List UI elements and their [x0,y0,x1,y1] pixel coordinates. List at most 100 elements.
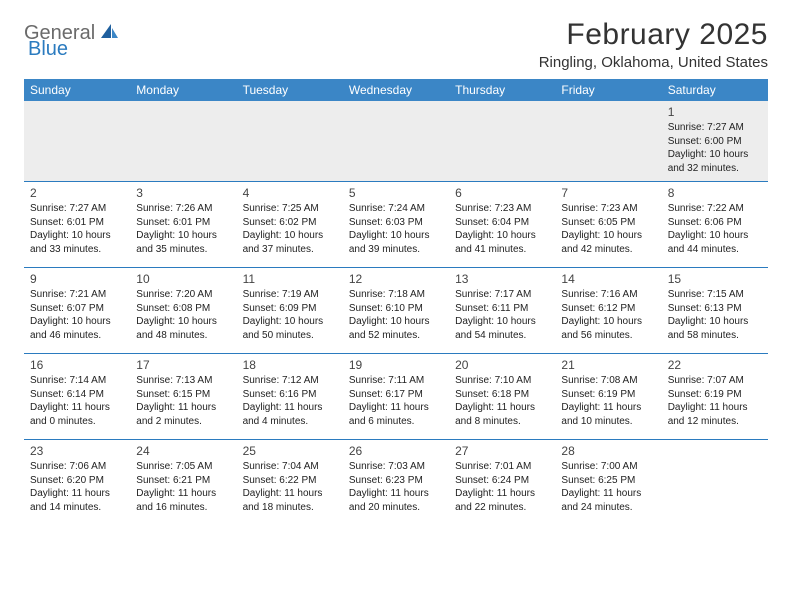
sunrise-text: Sunrise: 7:11 AM [349,374,443,388]
sunset-text: Sunset: 6:02 PM [243,216,337,230]
sunrise-text: Sunrise: 7:10 AM [455,374,549,388]
weekday-row: Sunday Monday Tuesday Wednesday Thursday… [24,79,768,101]
weekday-header: Friday [555,79,661,101]
daylight-text: Daylight: 10 hours and 41 minutes. [455,229,549,256]
sunrise-text: Sunrise: 7:27 AM [30,202,124,216]
day-cell [237,101,343,182]
daylight-text: Daylight: 10 hours and 54 minutes. [455,315,549,342]
sunset-text: Sunset: 6:01 PM [30,216,124,230]
sunset-text: Sunset: 6:23 PM [349,474,443,488]
daylight-text: Daylight: 10 hours and 52 minutes. [349,315,443,342]
sunset-text: Sunset: 6:18 PM [455,388,549,402]
sunset-text: Sunset: 6:00 PM [668,135,762,149]
sunset-text: Sunset: 6:12 PM [561,302,655,316]
calendar-table: Sunday Monday Tuesday Wednesday Thursday… [24,79,768,526]
day-cell [449,101,555,182]
sunset-text: Sunset: 6:08 PM [136,302,230,316]
weekday-header: Tuesday [237,79,343,101]
daylight-text: Daylight: 11 hours and 24 minutes. [561,487,655,514]
daylight-text: Daylight: 11 hours and 20 minutes. [349,487,443,514]
day-cell [24,101,130,182]
sunrise-text: Sunrise: 7:27 AM [668,121,762,135]
sunrise-text: Sunrise: 7:20 AM [136,288,230,302]
brand-part2-wrap: Blue [28,38,68,61]
sunrise-text: Sunrise: 7:23 AM [455,202,549,216]
day-cell: 8Sunrise: 7:22 AMSunset: 6:06 PMDaylight… [662,182,768,268]
day-cell: 12Sunrise: 7:18 AMSunset: 6:10 PMDayligh… [343,268,449,354]
day-number: 8 [668,185,762,201]
day-number: 25 [243,443,337,459]
sunset-text: Sunset: 6:25 PM [561,474,655,488]
day-cell [555,101,661,182]
sunrise-text: Sunrise: 7:25 AM [243,202,337,216]
sunrise-text: Sunrise: 7:12 AM [243,374,337,388]
weekday-header: Monday [130,79,236,101]
brand-part2: Blue [28,38,68,60]
daylight-text: Daylight: 10 hours and 58 minutes. [668,315,762,342]
day-cell: 1Sunrise: 7:27 AMSunset: 6:00 PMDaylight… [662,101,768,182]
sunset-text: Sunset: 6:13 PM [668,302,762,316]
sunset-text: Sunset: 6:14 PM [30,388,124,402]
daylight-text: Daylight: 11 hours and 14 minutes. [30,487,124,514]
sunset-text: Sunset: 6:17 PM [349,388,443,402]
sunrise-text: Sunrise: 7:17 AM [455,288,549,302]
calendar-head: Sunday Monday Tuesday Wednesday Thursday… [24,79,768,101]
sunrise-text: Sunrise: 7:24 AM [349,202,443,216]
day-number: 5 [349,185,443,201]
daylight-text: Daylight: 11 hours and 22 minutes. [455,487,549,514]
title-block: February 2025 Ringling, Oklahoma, United… [539,18,768,71]
day-number: 23 [30,443,124,459]
day-cell: 11Sunrise: 7:19 AMSunset: 6:09 PMDayligh… [237,268,343,354]
day-number: 3 [136,185,230,201]
weekday-header: Saturday [662,79,768,101]
daylight-text: Daylight: 11 hours and 12 minutes. [668,401,762,428]
daylight-text: Daylight: 11 hours and 0 minutes. [30,401,124,428]
day-cell: 26Sunrise: 7:03 AMSunset: 6:23 PMDayligh… [343,440,449,526]
daylight-text: Daylight: 11 hours and 6 minutes. [349,401,443,428]
sunrise-text: Sunrise: 7:05 AM [136,460,230,474]
day-cell: 15Sunrise: 7:15 AMSunset: 6:13 PMDayligh… [662,268,768,354]
daylight-text: Daylight: 10 hours and 35 minutes. [136,229,230,256]
daylight-text: Daylight: 11 hours and 2 minutes. [136,401,230,428]
day-number: 15 [668,271,762,287]
daylight-text: Daylight: 11 hours and 18 minutes. [243,487,337,514]
week-row: 16Sunrise: 7:14 AMSunset: 6:14 PMDayligh… [24,354,768,440]
day-cell: 19Sunrise: 7:11 AMSunset: 6:17 PMDayligh… [343,354,449,440]
daylight-text: Daylight: 10 hours and 42 minutes. [561,229,655,256]
weekday-header: Thursday [449,79,555,101]
sunset-text: Sunset: 6:15 PM [136,388,230,402]
day-cell: 23Sunrise: 7:06 AMSunset: 6:20 PMDayligh… [24,440,130,526]
week-row: 23Sunrise: 7:06 AMSunset: 6:20 PMDayligh… [24,440,768,526]
sunset-text: Sunset: 6:03 PM [349,216,443,230]
week-row: 1Sunrise: 7:27 AMSunset: 6:00 PMDaylight… [24,101,768,182]
sunset-text: Sunset: 6:19 PM [668,388,762,402]
week-row: 9Sunrise: 7:21 AMSunset: 6:07 PMDaylight… [24,268,768,354]
day-number: 21 [561,357,655,373]
day-number: 10 [136,271,230,287]
sunrise-text: Sunrise: 7:04 AM [243,460,337,474]
daylight-text: Daylight: 11 hours and 10 minutes. [561,401,655,428]
day-cell: 17Sunrise: 7:13 AMSunset: 6:15 PMDayligh… [130,354,236,440]
sunset-text: Sunset: 6:04 PM [455,216,549,230]
sunrise-text: Sunrise: 7:01 AM [455,460,549,474]
day-number: 12 [349,271,443,287]
day-number: 18 [243,357,337,373]
day-number: 1 [668,104,762,120]
sunrise-text: Sunrise: 7:23 AM [561,202,655,216]
daylight-text: Daylight: 10 hours and 39 minutes. [349,229,443,256]
daylight-text: Daylight: 10 hours and 37 minutes. [243,229,337,256]
day-number: 4 [243,185,337,201]
day-number: 28 [561,443,655,459]
day-cell [662,440,768,526]
day-cell: 20Sunrise: 7:10 AMSunset: 6:18 PMDayligh… [449,354,555,440]
weekday-header: Wednesday [343,79,449,101]
sunrise-text: Sunrise: 7:07 AM [668,374,762,388]
month-title: February 2025 [539,18,768,52]
day-number: 2 [30,185,124,201]
location-label: Ringling, Oklahoma, United States [539,54,768,71]
sunrise-text: Sunrise: 7:18 AM [349,288,443,302]
daylight-text: Daylight: 10 hours and 46 minutes. [30,315,124,342]
day-number: 14 [561,271,655,287]
day-number: 27 [455,443,549,459]
sunrise-text: Sunrise: 7:06 AM [30,460,124,474]
